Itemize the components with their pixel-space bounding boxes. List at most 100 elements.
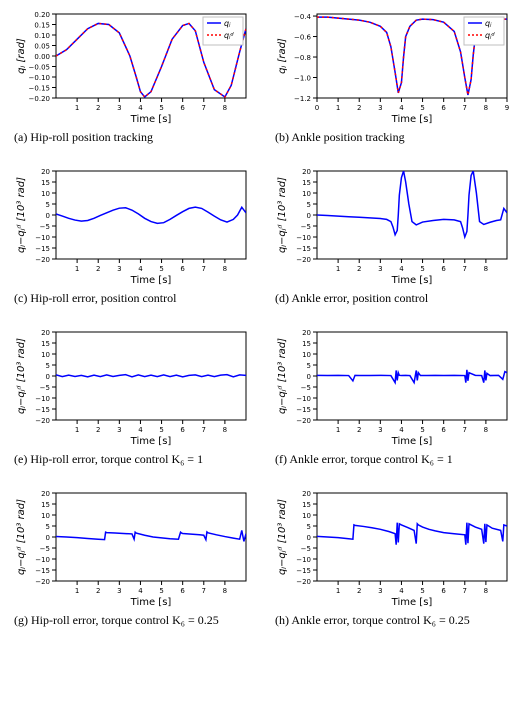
svg-text:2: 2 <box>357 426 361 434</box>
svg-text:−0.10: −0.10 <box>29 74 50 82</box>
svg-text:6: 6 <box>441 587 446 595</box>
svg-text:qⱼ [rad]: qⱼ [rad] <box>277 38 288 74</box>
svg-text:qⱼᵈ: qⱼᵈ <box>224 31 234 40</box>
svg-text:7: 7 <box>463 426 467 434</box>
svg-text:−10: −10 <box>296 395 311 403</box>
svg-text:4: 4 <box>138 265 143 273</box>
svg-text:−10: −10 <box>296 556 311 564</box>
svg-text:qⱼ−qⱼᵈ [10³ rad]: qⱼ−qⱼᵈ [10³ rad] <box>16 338 27 414</box>
svg-text:1: 1 <box>75 265 79 273</box>
svg-text:5: 5 <box>420 587 424 595</box>
svg-text:−0.6: −0.6 <box>294 34 312 42</box>
svg-text:−15: −15 <box>296 567 311 575</box>
svg-text:5: 5 <box>159 426 163 434</box>
svg-text:0.10: 0.10 <box>34 32 50 40</box>
svg-text:−5: −5 <box>40 545 50 553</box>
panel-g: 12345678−20−15−10−505101520Time [s]qⱼ−qⱼ… <box>12 487 255 628</box>
svg-text:4: 4 <box>399 265 404 273</box>
panel-h-caption: (h) Ankle error, torque control K₆ = 0.2… <box>273 613 472 628</box>
svg-text:3: 3 <box>378 587 382 595</box>
svg-text:0: 0 <box>46 212 50 220</box>
svg-text:−15: −15 <box>35 406 50 414</box>
svg-text:3: 3 <box>117 265 121 273</box>
svg-text:−10: −10 <box>35 556 50 564</box>
svg-text:3: 3 <box>117 587 121 595</box>
panel-a: 12345678−0.20−0.15−0.10−0.050.000.050.10… <box>12 8 255 145</box>
svg-text:−15: −15 <box>35 245 50 253</box>
svg-text:5: 5 <box>420 426 424 434</box>
svg-text:4: 4 <box>138 587 143 595</box>
svg-text:−15: −15 <box>296 245 311 253</box>
panel-h-chart: 12345678−20−15−10−505101520Time [s]qⱼ−qⱼ… <box>273 487 513 609</box>
svg-text:−20: −20 <box>296 417 311 425</box>
svg-text:15: 15 <box>41 340 50 348</box>
svg-text:4: 4 <box>138 104 143 112</box>
svg-text:6: 6 <box>180 104 185 112</box>
svg-text:20: 20 <box>302 329 311 337</box>
svg-text:8: 8 <box>484 587 488 595</box>
svg-text:−10: −10 <box>296 234 311 242</box>
svg-text:6: 6 <box>180 265 185 273</box>
svg-text:2: 2 <box>96 104 100 112</box>
svg-text:8: 8 <box>223 104 227 112</box>
panel-c-chart: 12345678−20−15−10−505101520Time [s]qⱼ−qⱼ… <box>12 165 252 287</box>
svg-text:qⱼᵈ: qⱼᵈ <box>485 31 495 40</box>
svg-text:−15: −15 <box>296 406 311 414</box>
svg-text:0: 0 <box>307 212 311 220</box>
svg-text:10: 10 <box>302 351 311 359</box>
svg-text:4: 4 <box>399 104 404 112</box>
svg-text:−0.4: −0.4 <box>294 13 312 21</box>
svg-text:6: 6 <box>441 426 446 434</box>
svg-text:−5: −5 <box>301 223 311 231</box>
svg-text:5: 5 <box>307 523 311 531</box>
svg-text:Time [s]: Time [s] <box>130 114 172 125</box>
panel-f: 12345678−20−15−10−505101520Time [s]qⱼ−qⱼ… <box>273 326 516 467</box>
svg-text:5: 5 <box>420 104 424 112</box>
panel-b: 0123456789−1.2−1.0−0.8−0.6−0.4Time [s]qⱼ… <box>273 8 516 145</box>
svg-text:7: 7 <box>202 426 206 434</box>
svg-text:−0.15: −0.15 <box>29 85 50 93</box>
svg-text:−0.20: −0.20 <box>29 95 50 103</box>
svg-text:2: 2 <box>96 587 100 595</box>
panel-e-caption: (e) Hip-roll error, torque control K₆ = … <box>12 452 205 467</box>
svg-text:5: 5 <box>420 265 424 273</box>
svg-text:4: 4 <box>138 426 143 434</box>
panel-e: 12345678−20−15−10−505101520Time [s]qⱼ−qⱼ… <box>12 326 255 467</box>
svg-text:−5: −5 <box>40 223 50 231</box>
svg-text:−20: −20 <box>35 578 50 586</box>
svg-text:3: 3 <box>378 426 382 434</box>
svg-text:qⱼ−qⱼᵈ [10³ rad]: qⱼ−qⱼᵈ [10³ rad] <box>16 177 27 253</box>
svg-text:10: 10 <box>302 190 311 198</box>
svg-text:−0.05: −0.05 <box>29 64 50 72</box>
svg-text:Time [s]: Time [s] <box>391 436 433 447</box>
svg-text:0: 0 <box>46 534 50 542</box>
svg-text:1: 1 <box>336 265 340 273</box>
svg-text:Time [s]: Time [s] <box>130 275 172 286</box>
svg-text:8: 8 <box>484 265 488 273</box>
svg-text:qⱼ: qⱼ <box>485 19 492 28</box>
svg-text:3: 3 <box>117 104 121 112</box>
svg-text:−5: −5 <box>301 384 311 392</box>
svg-text:8: 8 <box>223 265 227 273</box>
svg-text:8: 8 <box>484 104 488 112</box>
svg-text:0: 0 <box>307 534 311 542</box>
svg-text:5: 5 <box>159 587 163 595</box>
svg-text:0.05: 0.05 <box>34 43 50 51</box>
svg-text:9: 9 <box>505 104 509 112</box>
svg-text:0: 0 <box>307 373 311 381</box>
svg-text:7: 7 <box>463 265 467 273</box>
panel-f-caption: (f) Ankle error, torque control K₆ = 1 <box>273 452 455 467</box>
svg-text:−5: −5 <box>301 545 311 553</box>
svg-text:−10: −10 <box>35 234 50 242</box>
svg-text:4: 4 <box>399 587 404 595</box>
svg-text:qⱼ−qⱼᵈ [10³ rad]: qⱼ−qⱼᵈ [10³ rad] <box>277 177 288 253</box>
svg-text:5: 5 <box>46 362 50 370</box>
svg-text:8: 8 <box>223 426 227 434</box>
panel-h: 12345678−20−15−10−505101520Time [s]qⱼ−qⱼ… <box>273 487 516 628</box>
svg-text:5: 5 <box>307 201 311 209</box>
panel-g-chart: 12345678−20−15−10−505101520Time [s]qⱼ−qⱼ… <box>12 487 252 609</box>
panel-b-caption: (b) Ankle position tracking <box>273 130 407 145</box>
svg-text:−15: −15 <box>35 567 50 575</box>
svg-text:20: 20 <box>41 329 50 337</box>
svg-text:−1.0: −1.0 <box>294 75 311 83</box>
